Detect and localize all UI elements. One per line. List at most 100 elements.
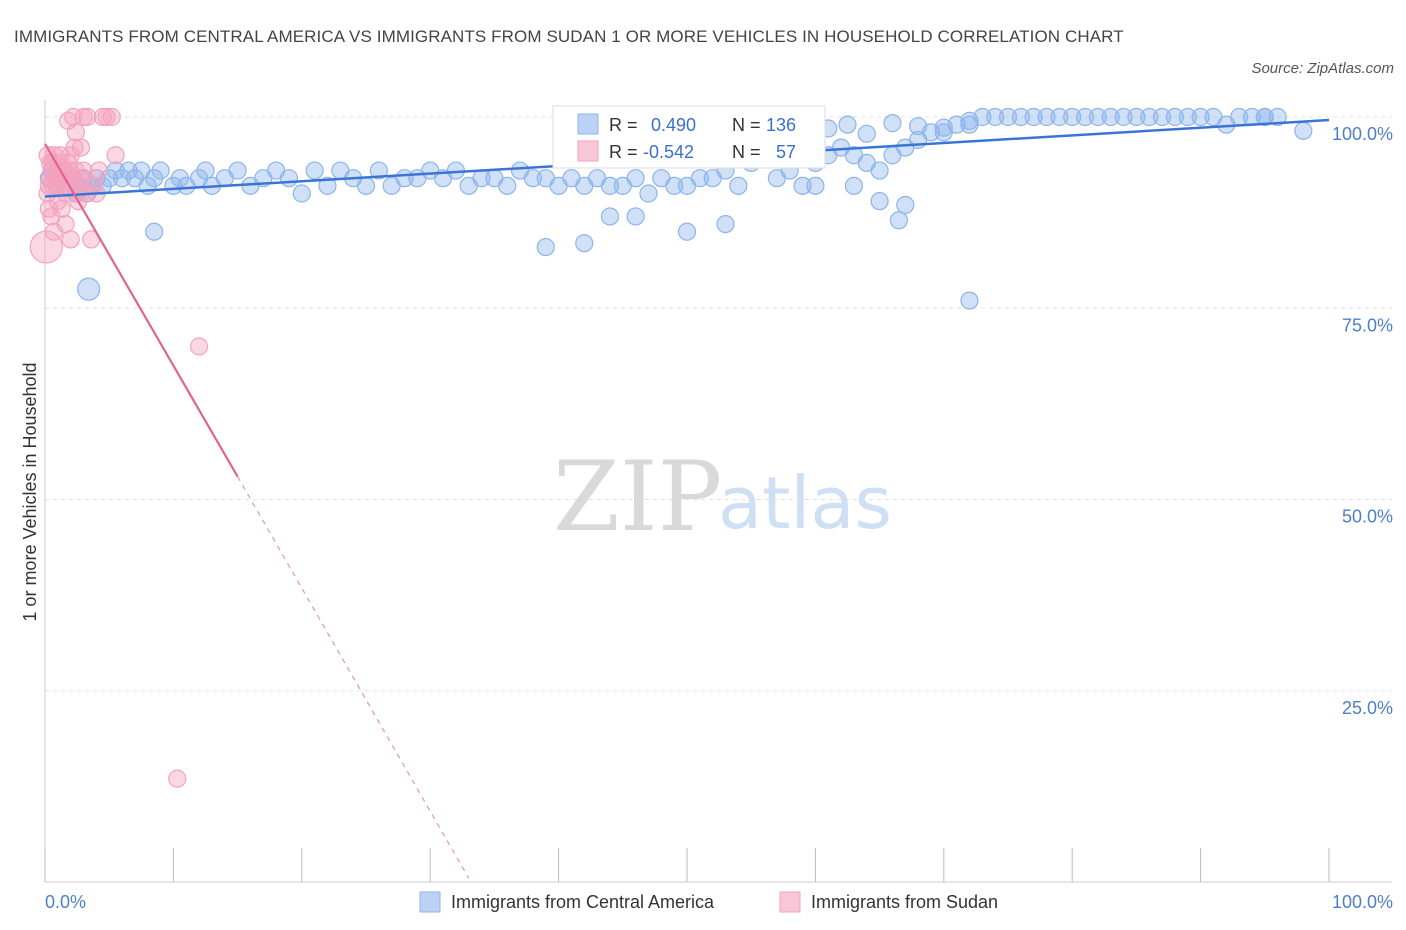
stats-r-label-blue: R = [609, 115, 638, 135]
y-tick-label: 75.0% [1342, 315, 1393, 335]
data-point [1294, 121, 1313, 140]
data-point [690, 169, 709, 188]
y-axis-label: 1 or more Vehicles in Household [20, 362, 40, 621]
trend-line-sudan-extension [237, 476, 470, 879]
data-point [64, 107, 83, 127]
data-point [1165, 107, 1185, 127]
watermark: ZIP atlas [553, 441, 892, 553]
data-point [838, 115, 857, 134]
data-point [42, 207, 61, 226]
legend-swatch-central-america [419, 891, 441, 913]
data-point [77, 277, 101, 301]
data-point [97, 107, 116, 127]
data-point [626, 207, 645, 226]
data-point [870, 161, 889, 180]
data-point [523, 169, 543, 188]
data-point [498, 176, 517, 195]
stats-box: R = 0.490 N = 136 R = -0.542 N = 57 [552, 105, 826, 169]
data-point [1037, 107, 1056, 127]
data-point [168, 769, 187, 788]
data-point [71, 138, 91, 157]
data-point [889, 211, 908, 230]
data-point [318, 176, 337, 195]
data-point [1140, 107, 1159, 127]
series-sudan-points [29, 107, 209, 788]
stats-n-label-pink: N = [732, 142, 761, 162]
data-point [145, 222, 164, 241]
data-point [1268, 107, 1287, 127]
data-point [56, 215, 75, 234]
grid-lines [45, 116, 1392, 692]
data-point [151, 161, 170, 180]
legend-swatch-sudan [779, 891, 801, 913]
data-point [65, 138, 84, 157]
series-central-america-points [39, 107, 1313, 310]
data-point [960, 291, 979, 310]
data-point [61, 230, 80, 249]
data-point [896, 195, 915, 215]
data-point [536, 237, 555, 257]
stats-r-label-pink: R = [609, 142, 638, 162]
legend-label-sudan: Immigrants from Sudan [811, 892, 998, 912]
data-point [806, 176, 825, 195]
trend-line-sudan [44, 143, 239, 478]
data-point [960, 111, 979, 130]
data-point [356, 176, 376, 195]
data-point [1101, 107, 1120, 127]
data-point [84, 176, 103, 195]
data-point [74, 161, 93, 180]
data-point [369, 161, 388, 180]
data-point [43, 176, 62, 195]
data-point [89, 161, 109, 180]
stats-swatch-pink [577, 140, 599, 162]
stats-swatch-blue [577, 113, 599, 135]
data-point [102, 107, 121, 127]
data-point [1152, 107, 1172, 127]
data-point [986, 107, 1005, 127]
data-point [106, 146, 125, 165]
data-point [600, 207, 620, 226]
data-point [934, 118, 953, 137]
stats-n-value-blue: 136 [766, 115, 796, 135]
data-point [909, 117, 928, 136]
data-point [793, 176, 812, 195]
data-point [677, 222, 697, 241]
stats-r-value-pink: -0.542 [643, 142, 694, 162]
data-point [74, 107, 93, 127]
y-tick-label: 25.0% [1342, 698, 1393, 718]
data-point [52, 199, 71, 218]
chart-source: Source: ZipAtlas.com [1251, 60, 1394, 77]
y-tick-label: 50.0% [1342, 507, 1393, 527]
data-point [292, 184, 311, 203]
data-point [1088, 107, 1107, 127]
stats-r-value-blue: 0.490 [651, 115, 696, 135]
chart-title: IMMIGRANTS FROM CENTRAL AMERICA VS IMMIG… [14, 27, 1124, 46]
data-point [626, 169, 645, 188]
data-point [665, 176, 684, 195]
data-point [196, 161, 215, 180]
data-point [639, 184, 658, 203]
data-point [1063, 107, 1082, 127]
legend-label-central-america: Immigrants from Central America [451, 892, 715, 912]
data-point [998, 107, 1018, 127]
data-point [228, 161, 247, 180]
data-point [305, 161, 324, 180]
data-point [1024, 107, 1043, 127]
y-tick-labels: 100.0% 75.0% 50.0% 25.0% [1332, 124, 1393, 718]
watermark-zip: ZIP [553, 441, 722, 553]
x-tick-label-end: 100.0% [1332, 892, 1393, 912]
data-point [279, 169, 299, 188]
data-point [600, 176, 620, 195]
data-point [78, 107, 97, 127]
stats-n-label-blue: N = [732, 115, 761, 135]
data-point [1011, 107, 1030, 127]
data-point [29, 230, 63, 264]
data-point [1255, 107, 1274, 127]
x-tick-labels: 0.0% 100.0% [45, 892, 1393, 912]
data-point [844, 176, 864, 195]
legend: Immigrants from Central America Immigran… [419, 891, 998, 913]
data-point [883, 114, 902, 133]
data-point [189, 337, 209, 356]
axes [44, 100, 1392, 883]
